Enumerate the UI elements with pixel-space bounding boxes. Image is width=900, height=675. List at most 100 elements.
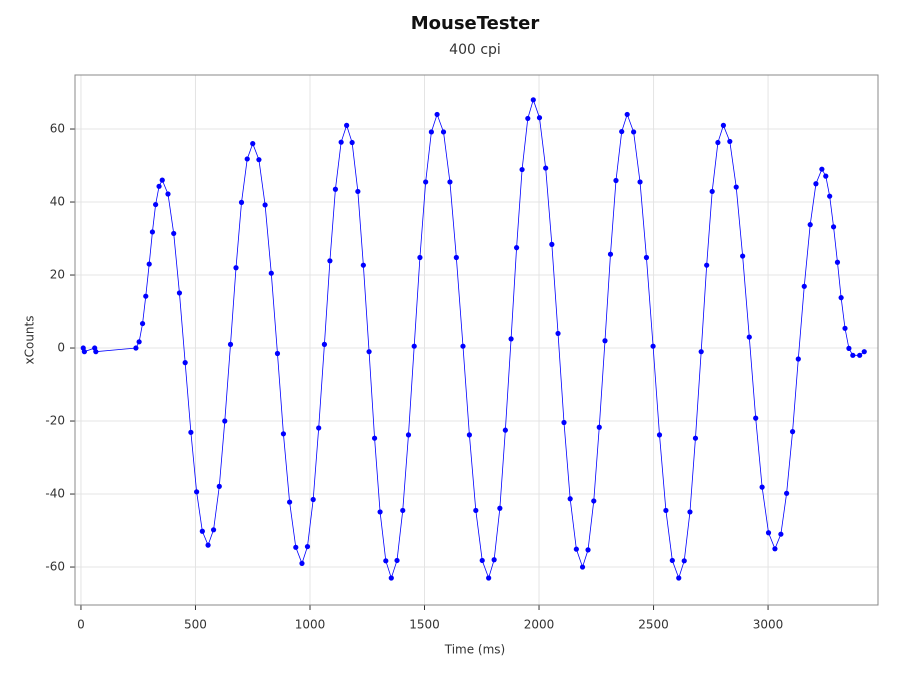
- data-point: [388, 575, 394, 581]
- data-point: [473, 507, 479, 514]
- data-point: [153, 201, 159, 208]
- data-point: [746, 334, 752, 340]
- data-point: [579, 564, 586, 570]
- data-point: [210, 527, 217, 533]
- data-point: [596, 424, 602, 430]
- data-point: [830, 224, 837, 230]
- data-point: [687, 509, 693, 515]
- data-point: [244, 156, 250, 162]
- x-tick-label: 1500: [409, 618, 440, 632]
- data-point: [199, 528, 205, 534]
- data-point: [807, 222, 813, 228]
- data-point: [453, 254, 459, 261]
- data-point: [663, 507, 669, 514]
- data-point: [753, 415, 759, 421]
- y-axis-label: xCounts: [23, 316, 37, 365]
- chart-title: MouseTester: [411, 13, 540, 34]
- data-point: [530, 97, 536, 103]
- y-tick-label: 20: [50, 268, 65, 282]
- y-tick-label: 0: [57, 341, 65, 355]
- data-point: [619, 128, 625, 135]
- data-point: [602, 338, 608, 344]
- data-point: [156, 183, 162, 189]
- data-point: [784, 490, 790, 496]
- data-point: [819, 166, 825, 172]
- data-point: [332, 186, 339, 192]
- data-point: [205, 542, 211, 548]
- x-tick-label: 2000: [524, 618, 555, 632]
- x-tick-label: 2500: [638, 618, 669, 632]
- data-point: [813, 181, 819, 187]
- data-point: [801, 283, 807, 289]
- data-point: [704, 262, 710, 268]
- data-point: [316, 425, 322, 431]
- y-tick-label: -20: [45, 414, 65, 428]
- data-point: [146, 261, 152, 267]
- data-point: [778, 531, 784, 537]
- data-point: [561, 419, 567, 426]
- data-point: [159, 177, 165, 183]
- data-point: [857, 352, 863, 358]
- data-point: [834, 259, 841, 265]
- data-point: [136, 339, 142, 345]
- data-point: [513, 245, 520, 251]
- data-point: [149, 229, 156, 235]
- x-tick-label: 500: [184, 618, 207, 632]
- data-point: [624, 111, 630, 118]
- data-point: [428, 129, 434, 135]
- data-point: [827, 193, 833, 199]
- data-point: [216, 483, 222, 489]
- data-point: [394, 557, 400, 564]
- data-point: [349, 139, 355, 146]
- data-point: [447, 179, 453, 185]
- data-point: [838, 295, 844, 301]
- plot-frame: [74, 74, 879, 606]
- data-point: [423, 179, 429, 185]
- data-point: [727, 138, 733, 145]
- data-point: [466, 432, 472, 438]
- data-point: [555, 330, 561, 337]
- data-point: [502, 427, 508, 433]
- data-point: [643, 254, 650, 261]
- data-point: [772, 546, 778, 552]
- data-point: [165, 191, 171, 197]
- x-tick-label: 1000: [295, 618, 326, 632]
- data-point: [846, 345, 852, 351]
- data-point: [417, 254, 423, 261]
- data-point: [238, 199, 245, 205]
- data-point: [698, 349, 704, 355]
- data-point: [344, 122, 350, 128]
- data-point: [274, 350, 281, 357]
- data-point: [486, 575, 492, 581]
- y-tick-label: -40: [45, 487, 65, 501]
- data-point: [293, 544, 299, 550]
- y-tick-label: 60: [50, 122, 65, 136]
- data-point: [497, 505, 503, 511]
- data-point: [765, 530, 772, 536]
- data-point: [795, 356, 801, 362]
- data-point: [400, 507, 406, 514]
- data-point: [93, 349, 99, 355]
- data-point: [850, 352, 856, 358]
- data-point: [613, 177, 619, 184]
- data-point: [733, 184, 739, 190]
- data-point: [491, 557, 497, 563]
- data-point: [656, 432, 663, 438]
- data-point: [692, 435, 699, 441]
- data-point: [377, 509, 383, 515]
- data-point: [233, 265, 239, 271]
- data-point: [262, 202, 268, 208]
- data-point: [573, 546, 579, 552]
- data-point: [411, 343, 417, 349]
- data-point: [519, 166, 525, 173]
- data-point: [536, 115, 543, 121]
- data-point: [360, 262, 366, 268]
- data-point: [479, 557, 485, 564]
- data-point: [188, 429, 194, 435]
- data-point: [405, 432, 412, 438]
- data-point: [81, 349, 87, 355]
- data-point: [383, 558, 389, 564]
- data-point: [549, 241, 555, 247]
- data-point: [759, 484, 765, 490]
